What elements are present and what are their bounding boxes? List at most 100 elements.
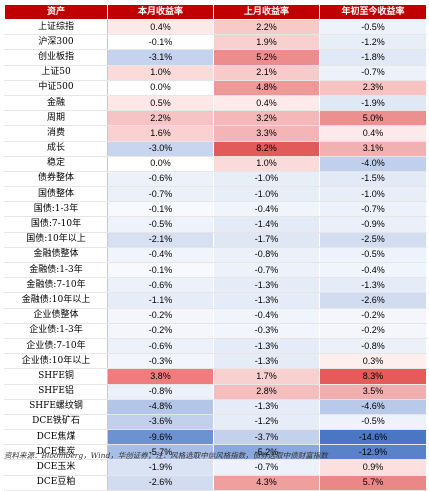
table-row: 中证500 0.0% 4.8% 2.3% xyxy=(4,79,427,96)
asset-name-cell: 消费 xyxy=(4,125,108,142)
ytd-return-cell: 3.1% xyxy=(319,140,427,157)
this-month-return-cell: 0.4% xyxy=(107,18,214,36)
this-month-return-cell: -3.0% xyxy=(107,140,214,157)
this-month-return-cell: 0.0% xyxy=(107,79,214,96)
table-row: 上证50 1.0% 2.1% -0.7% xyxy=(4,64,427,81)
this-month-return-cell: -0.6% xyxy=(107,277,214,294)
table-row: 消费 1.6% 3.3% 0.4% xyxy=(4,125,427,142)
ytd-return-cell: 0.4% xyxy=(319,125,427,142)
asset-name-cell: 上证50 xyxy=(4,64,108,81)
last-month-return-cell: 2.1% xyxy=(213,64,320,81)
this-month-return-cell: 0.0% xyxy=(107,155,214,172)
last-month-return-cell: 4.8% xyxy=(213,79,320,96)
table-row: 稳定 0.0% 1.0% -4.0% xyxy=(4,155,427,172)
asset-name-cell: 上证综指 xyxy=(4,18,108,36)
table-row: 国债整体 -0.7% -1.0% -1.0% xyxy=(4,186,427,203)
this-month-return-cell: -4.8% xyxy=(107,398,214,415)
table-row: DCE铁矿石 -3.6% -1.2% -0.5% xyxy=(4,413,427,431)
last-month-return-cell: -1.3% xyxy=(213,277,320,294)
ytd-return-cell: 8.3% xyxy=(319,368,427,385)
last-month-return-cell: 3.2% xyxy=(213,110,320,127)
table-row: 金融债:7-10年 -0.6% -1.3% -1.3% xyxy=(4,277,427,294)
table-row: 创业板指 -3.1% 5.2% -1.8% xyxy=(4,49,427,66)
last-month-return-cell: 1.9% xyxy=(213,34,320,51)
asset-name-cell: DCE焦煤 xyxy=(4,429,108,446)
asset-name-cell: 成长 xyxy=(4,140,108,157)
table-row: 金融债:10年以上 -1.1% -1.3% -2.6% xyxy=(4,292,427,309)
asset-name-cell: 沪深300 xyxy=(4,34,108,51)
ytd-return-cell: 5.0% xyxy=(319,110,427,127)
table-row: 沪深300 -0.1% 1.9% -1.2% xyxy=(4,34,427,51)
last-month-return-cell: -1.0% xyxy=(213,186,320,203)
table-header-row: 资产 本月收益率 上月收益率 年初至今收益率 xyxy=(4,4,427,20)
table-row: DCE焦煤 -9.6% -3.7% -14.6% xyxy=(4,429,427,446)
ytd-return-cell: -1.0% xyxy=(319,186,427,203)
this-month-return-cell: -0.4% xyxy=(107,246,214,264)
ytd-return-cell: -0.5% xyxy=(319,413,427,431)
last-month-return-cell: 4.3% xyxy=(213,474,320,491)
this-month-return-cell: -0.2% xyxy=(107,307,214,324)
this-month-return-cell: 0.5% xyxy=(107,94,214,112)
asset-name-cell: 企业债:10年以上 xyxy=(4,353,108,370)
table-row: 周期 2.2% 3.2% 5.0% xyxy=(4,110,427,127)
last-month-return-cell: -1.7% xyxy=(213,231,320,248)
this-month-return-cell: -5.7% xyxy=(107,444,214,461)
table-row: SHFE铜 3.8% 1.7% 8.3% xyxy=(4,368,427,385)
last-month-return-cell: 2.8% xyxy=(213,383,320,400)
asset-name-cell: 创业板指 xyxy=(4,49,108,66)
asset-return-table: 资产 本月收益率 上月收益率 年初至今收益率 上证综指 0.4% 2.2% -0.5%… xyxy=(4,4,427,491)
header-this-month: 本月收益率 xyxy=(107,4,214,20)
last-month-return-cell: -0.7% xyxy=(213,261,320,279)
ytd-return-cell: -0.5% xyxy=(319,18,427,36)
last-month-return-cell: -1.3% xyxy=(213,292,320,309)
table-row: 企业债:1-3年 -0.2% -0.3% -0.2% xyxy=(4,322,427,339)
asset-name-cell: DCE玉米 xyxy=(4,459,108,476)
this-month-return-cell: -2.1% xyxy=(107,231,214,248)
table-row: 企业债:7-10年 -0.6% -1.3% -0.8% xyxy=(4,337,427,355)
ytd-return-cell: -0.5% xyxy=(319,246,427,264)
ytd-return-cell: -0.7% xyxy=(319,64,427,81)
table-row: 国债:10年以上 -2.1% -1.7% -2.5% xyxy=(4,231,427,248)
last-month-return-cell: 5.2% xyxy=(213,49,320,66)
asset-name-cell: 周期 xyxy=(4,110,108,127)
table-row: 金融 0.5% 0.4% -1.9% xyxy=(4,94,427,112)
header-last-month: 上月收益率 xyxy=(213,4,320,20)
last-month-return-cell: -1.3% xyxy=(213,398,320,415)
last-month-return-cell: 1.7% xyxy=(213,368,320,385)
ytd-return-cell: -1.9% xyxy=(319,94,427,112)
asset-name-cell: DCE豆粕 xyxy=(4,474,108,491)
asset-name-cell: 稳定 xyxy=(4,155,108,172)
this-month-return-cell: 1.6% xyxy=(107,125,214,142)
last-month-return-cell: -3.7% xyxy=(213,429,320,446)
this-month-return-cell: -0.7% xyxy=(107,186,214,203)
header-asset: 资产 xyxy=(4,4,108,20)
this-month-return-cell: -0.3% xyxy=(107,353,214,370)
ytd-return-cell: -0.2% xyxy=(319,307,427,324)
this-month-return-cell: -1.9% xyxy=(107,459,214,476)
asset-name-cell: 金融 xyxy=(4,94,108,112)
asset-name-cell: 国债:10年以上 xyxy=(4,231,108,248)
ytd-return-cell: -1.5% xyxy=(319,170,427,188)
asset-name-cell: SHFE螺纹钢 xyxy=(4,398,108,415)
asset-name-cell: 国债:1-3年 xyxy=(4,201,108,218)
asset-name-cell: 中证500 xyxy=(4,79,108,96)
last-month-return-cell: -0.3% xyxy=(213,322,320,339)
asset-name-cell: 企业债整体 xyxy=(4,307,108,324)
ytd-return-cell: -2.6% xyxy=(319,292,427,309)
last-month-return-cell: -1.2% xyxy=(213,413,320,431)
ytd-return-cell: 0.9% xyxy=(319,459,427,476)
last-month-return-cell: -1.3% xyxy=(213,353,320,370)
asset-name-cell: 债券整体 xyxy=(4,170,108,188)
asset-name-cell: 国债:7-10年 xyxy=(4,216,108,233)
table-row: 国债:7-10年 -0.5% -1.4% -0.9% xyxy=(4,216,427,233)
ytd-return-cell: -1.3% xyxy=(319,277,427,294)
ytd-return-cell: -14.6% xyxy=(319,429,427,446)
ytd-return-cell: -0.2% xyxy=(319,322,427,339)
table-row: 企业债:10年以上 -0.3% -1.3% 0.3% xyxy=(4,353,427,370)
this-month-return-cell: -0.1% xyxy=(107,261,214,279)
asset-name-cell: 金融债:1-3年 xyxy=(4,261,108,279)
this-month-return-cell: 3.8% xyxy=(107,368,214,385)
ytd-return-cell: -4.0% xyxy=(319,155,427,172)
this-month-return-cell: -3.6% xyxy=(107,413,214,431)
asset-name-cell: DCE铁矿石 xyxy=(4,413,108,431)
